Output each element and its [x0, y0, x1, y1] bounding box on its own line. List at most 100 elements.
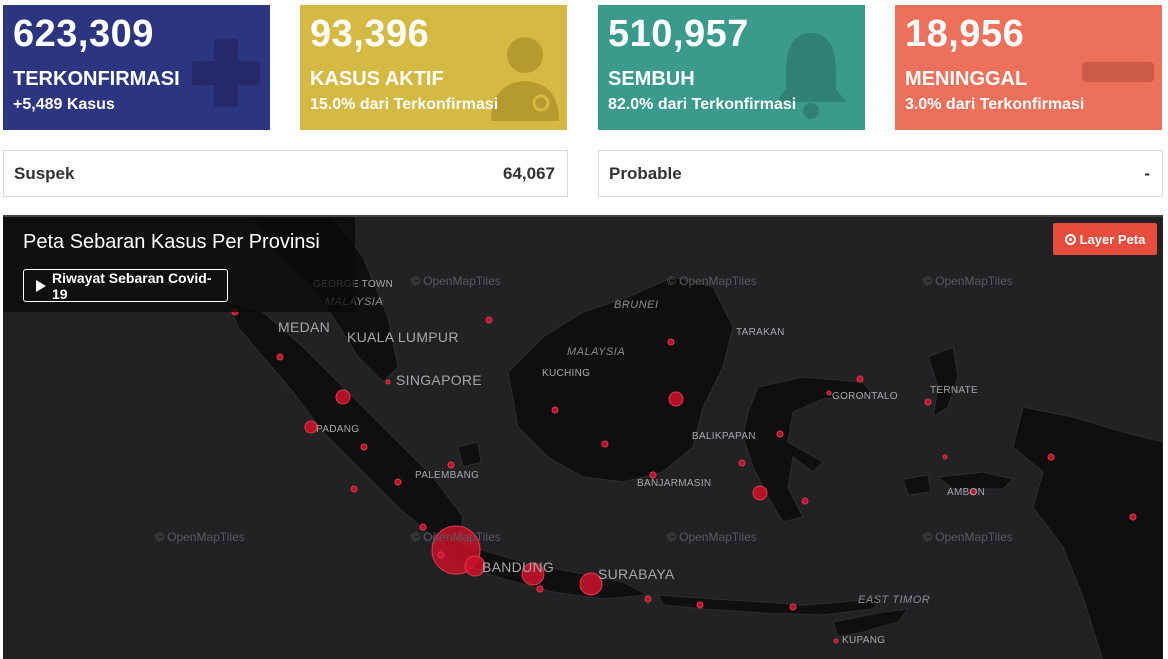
- bubble-southeast-sulawesi: [801, 497, 809, 505]
- case-map[interactable]: © OpenMapTiles © OpenMapTiles © OpenMapT…: [3, 215, 1163, 659]
- deaths-value: 18,956: [905, 13, 1025, 55]
- city-label-kuching: KUCHING: [542, 368, 591, 379]
- land-timor: [832, 608, 910, 638]
- land-sulawesi: [742, 376, 874, 523]
- bubble-riau-islands: [385, 379, 391, 385]
- city-label-ternate: TERNATE: [930, 385, 979, 396]
- bubble-central-kalimantan: [601, 440, 609, 448]
- doctor-icon: [491, 37, 559, 121]
- layers-icon: [1064, 233, 1076, 245]
- city-label-balikpapan: BALIKPAPAN: [692, 431, 756, 442]
- country-label-east-timor: EAST TIMOR: [858, 594, 931, 606]
- bubble-jambi: [360, 443, 368, 451]
- city-label-kuala-lumpur: KUALA LUMPUR: [347, 329, 459, 345]
- card-deaths: 18,956 MENINGGAL 3.0% dari Terkonfirmasi: [895, 5, 1162, 130]
- probable-value: -: [1144, 164, 1150, 183]
- map-attribution: © OpenMapTiles: [411, 530, 501, 544]
- city-label-singapore: SINGAPORE: [396, 372, 482, 388]
- deaths-label: MENINGGAL: [905, 68, 1028, 90]
- history-button[interactable]: Riwayat Sebaran Covid-19: [23, 269, 228, 302]
- bubble-north-maluku: [924, 398, 932, 406]
- country-label-brunei: BRUNEI: [614, 299, 659, 311]
- active-label: KASUS AKTIF: [310, 68, 444, 90]
- bubble-ntb: [696, 601, 704, 609]
- city-label-surabaya: SURABAYA: [598, 566, 675, 582]
- city-label-kupang: KUPANG: [842, 635, 886, 646]
- bubble-south-sumatra: [394, 478, 402, 486]
- city-label-ambon: AMBON: [947, 487, 986, 498]
- city-label-banjarmasin: BANJARMASIN: [637, 478, 712, 489]
- city-label-medan: MEDAN: [278, 319, 331, 335]
- city-label-tarakan: TARAKAN: [736, 327, 785, 338]
- map-attribution: © OpenMapTiles: [923, 274, 1013, 288]
- bubble-riau: [335, 389, 351, 405]
- play-icon: [36, 279, 46, 292]
- plus-icon: [192, 39, 260, 107]
- bubble-east-kalimantan: [668, 391, 684, 407]
- bubble-west-sulawesi: [738, 459, 746, 467]
- active-value: 93,396: [310, 13, 430, 55]
- probable-row: Probable -: [598, 150, 1163, 197]
- bubble-banten: [437, 551, 445, 559]
- suspek-row: Suspek 64,067: [3, 150, 568, 197]
- bubble-west-kalimantan: [551, 406, 559, 414]
- recovered-value: 510,957: [608, 13, 749, 55]
- city-label-bandung: BANDUNG: [482, 559, 555, 575]
- layer-map-button[interactable]: Layer Peta: [1053, 223, 1157, 255]
- bubble-kupang: [833, 638, 839, 644]
- map-title: Peta Sebaran Kasus Per Provinsi: [23, 231, 320, 253]
- active-sub: 15.0% dari Terkonfirmasi: [310, 96, 499, 113]
- bubble-papua: [1129, 513, 1137, 521]
- bubble-yogyakarta: [536, 585, 544, 593]
- bubble-west-java: [464, 555, 486, 577]
- history-button-label: Riwayat Sebaran Covid-19: [52, 269, 212, 302]
- bubble-maluku: [969, 488, 977, 496]
- land-borneo: [507, 276, 734, 483]
- bubble-bengkulu: [350, 485, 358, 493]
- city-label-gorontalo: GORONTALO: [832, 391, 898, 402]
- land-halmahera: [927, 346, 959, 419]
- map-attribution: © OpenMapTiles: [155, 530, 245, 544]
- map-attribution: © OpenMapTiles: [667, 274, 757, 288]
- land-buru: [902, 474, 932, 496]
- bubble-ntt: [789, 603, 797, 611]
- city-label-palembang: PALEMBANG: [415, 470, 480, 481]
- bubble-west-papua: [1047, 453, 1055, 461]
- confirmed-value: 623,309: [13, 13, 154, 55]
- bubble-south-sulawesi: [752, 485, 768, 501]
- map-attribution: © OpenMapTiles: [667, 530, 757, 544]
- bell-icon: [776, 33, 846, 119]
- bubble-central-java: [521, 562, 545, 586]
- land-lesser-sunda: [657, 594, 885, 616]
- bubble-bali: [644, 595, 652, 603]
- suspek-label: Suspek: [14, 164, 75, 183]
- minus-icon: [1082, 62, 1154, 82]
- map-attribution: © OpenMapTiles: [411, 274, 501, 288]
- city-label-padang: PADANG: [316, 424, 360, 435]
- land-papua: [1012, 406, 1163, 659]
- bubble-south-kalimantan: [649, 471, 657, 479]
- bubble-north-sulawesi: [856, 375, 864, 383]
- bubble-gorontalo: [826, 390, 832, 396]
- suspek-value: 64,067: [503, 164, 555, 183]
- bubble-ambon-area: [942, 454, 948, 460]
- confirmed-label: TERKONFIRMASI: [13, 68, 180, 90]
- bubble-lampung: [419, 523, 427, 531]
- map-attribution: © OpenMapTiles: [923, 530, 1013, 544]
- bubble-pekanbaru: [485, 316, 493, 324]
- bubble-bangka: [447, 461, 455, 469]
- recovered-sub: 82.0% dari Terkonfirmasi: [608, 96, 797, 113]
- case-bubbles: [231, 308, 1137, 644]
- recovered-label: SEMBUH: [608, 68, 695, 90]
- bubble-central-sulawesi: [776, 430, 784, 438]
- confirmed-sub: +5,489 Kasus: [13, 96, 115, 113]
- map-title-panel: Peta Sebaran Kasus Per Provinsi Riwayat …: [3, 217, 355, 312]
- card-confirmed: 623,309 TERKONFIRMASI +5,489 Kasus: [3, 5, 270, 130]
- case-summary-cards: 623,309 TERKONFIRMASI +5,489 Kasus 93,39…: [3, 5, 1165, 130]
- layer-map-button-label: Layer Peta: [1079, 231, 1146, 247]
- card-active: 93,396 KASUS AKTIF 15.0% dari Terkonfirm…: [300, 5, 567, 130]
- bubble-west-sumatra: [304, 420, 318, 434]
- bubble-east-java: [579, 572, 603, 596]
- card-recovered: 510,957 SEMBUH 82.0% dari Terkonfirmasi: [598, 5, 865, 130]
- bubble-north-sumatra: [276, 353, 284, 361]
